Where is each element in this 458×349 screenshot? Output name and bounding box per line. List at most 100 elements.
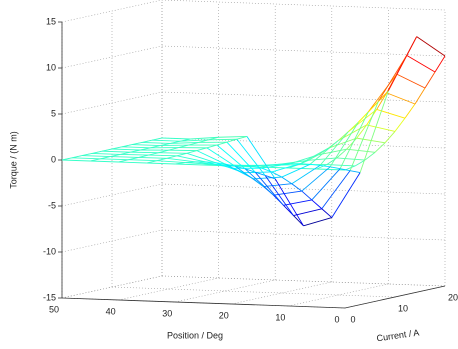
mesh-segment — [166, 157, 196, 163]
mesh-segment — [264, 175, 294, 216]
mesh-segment — [263, 183, 292, 188]
mesh-segment — [303, 217, 332, 227]
mesh-segment — [101, 150, 131, 153]
mesh-segment — [206, 147, 236, 167]
mesh-segment — [91, 152, 121, 155]
mesh-segment — [176, 152, 188, 157]
mesh-segment — [281, 176, 293, 185]
mesh-segment — [311, 199, 323, 210]
y-tick-label: 20 — [448, 292, 458, 302]
mesh-segment — [206, 144, 218, 149]
mesh-segment — [141, 139, 153, 143]
mesh-segment — [131, 144, 161, 147]
mesh-segment — [316, 168, 346, 171]
mesh-segment — [308, 157, 337, 161]
mesh-segment — [246, 136, 276, 180]
mesh-segment — [319, 131, 349, 166]
mesh-segment — [118, 161, 147, 164]
mesh-segment — [336, 148, 347, 159]
mesh-segment — [424, 71, 436, 89]
mesh-segment — [261, 163, 291, 169]
mesh-segment — [176, 155, 206, 163]
mesh-segment — [226, 141, 256, 173]
mesh-segment — [81, 152, 93, 157]
grid-line — [161, 91, 446, 103]
mesh-segment — [299, 147, 329, 165]
grid-line — [231, 281, 332, 305]
mesh-segment — [384, 131, 396, 144]
mesh-segment — [186, 152, 216, 163]
mesh-segment — [358, 111, 369, 123]
mesh-segment — [366, 124, 396, 132]
mesh-segment — [196, 147, 208, 152]
z-tick-label: -15 — [43, 292, 56, 302]
mesh-segment — [146, 162, 176, 165]
grid-line — [161, 137, 446, 149]
mesh-segment — [185, 162, 214, 165]
mesh-segment — [158, 152, 187, 154]
mesh-segment — [160, 144, 189, 147]
mesh-segment — [111, 148, 141, 151]
mesh-segment — [216, 144, 246, 170]
mesh-segment — [138, 156, 167, 159]
z-tick-label: 0 — [51, 154, 56, 164]
mesh-segment — [339, 111, 369, 169]
mesh-segment — [131, 141, 143, 146]
mesh-segment — [293, 215, 304, 227]
mesh-segment — [186, 150, 198, 154]
mesh-segment — [300, 163, 311, 165]
mesh-segment — [215, 162, 226, 165]
mesh-segment — [359, 90, 389, 173]
mesh-segment — [141, 141, 171, 144]
mesh-segment — [376, 109, 406, 119]
mesh-segment — [414, 87, 426, 105]
mesh-segment — [61, 159, 91, 162]
mesh-segment — [170, 142, 199, 144]
mesh-segment — [196, 150, 226, 165]
z-tick-label: -10 — [43, 246, 56, 256]
mesh-segment — [378, 90, 389, 102]
mesh-segment — [100, 158, 129, 161]
mesh-segment — [91, 150, 103, 154]
grid-line — [61, 183, 163, 207]
mesh-segment — [320, 164, 331, 168]
x-tick-label: 30 — [162, 308, 172, 318]
grid-line — [61, 45, 163, 69]
grid-line — [175, 279, 276, 303]
mesh-segment — [321, 170, 351, 210]
mesh-segment — [344, 165, 356, 171]
mesh-segment — [288, 164, 299, 169]
mesh-segment — [386, 92, 416, 105]
mesh-segment — [226, 138, 238, 143]
mesh-segment — [329, 121, 359, 168]
mesh-segment — [301, 190, 313, 201]
mesh-segment — [121, 144, 133, 148]
mesh-segment — [274, 178, 304, 227]
grid-line — [161, 275, 446, 287]
z-axis-label: Torque / (N m) — [8, 131, 18, 189]
mesh-segment — [406, 54, 436, 73]
mesh-segment — [120, 153, 149, 156]
mesh-segment — [416, 36, 446, 57]
mesh-segment — [316, 164, 327, 170]
mesh-segment — [71, 155, 83, 159]
mesh-segment — [128, 159, 157, 162]
z-tick-label: 5 — [51, 108, 56, 118]
mesh-segment — [271, 163, 301, 173]
mesh-segment — [310, 163, 321, 166]
mesh-segment — [309, 140, 339, 165]
mesh-segment — [111, 146, 123, 150]
grid-line — [161, 183, 446, 195]
mesh-segment — [394, 117, 406, 132]
mesh-segment — [346, 148, 376, 153]
mesh-segment — [288, 167, 317, 170]
mesh-segment — [291, 165, 321, 185]
x-tick-label: 20 — [219, 310, 229, 320]
mesh-segment — [340, 168, 351, 172]
mesh-segment — [245, 168, 256, 173]
y-axis-label: Current / A — [376, 327, 420, 343]
mesh-segment — [71, 157, 101, 160]
grid-line — [61, 0, 163, 23]
mesh-segment — [321, 208, 333, 218]
mesh-segment — [161, 137, 191, 140]
